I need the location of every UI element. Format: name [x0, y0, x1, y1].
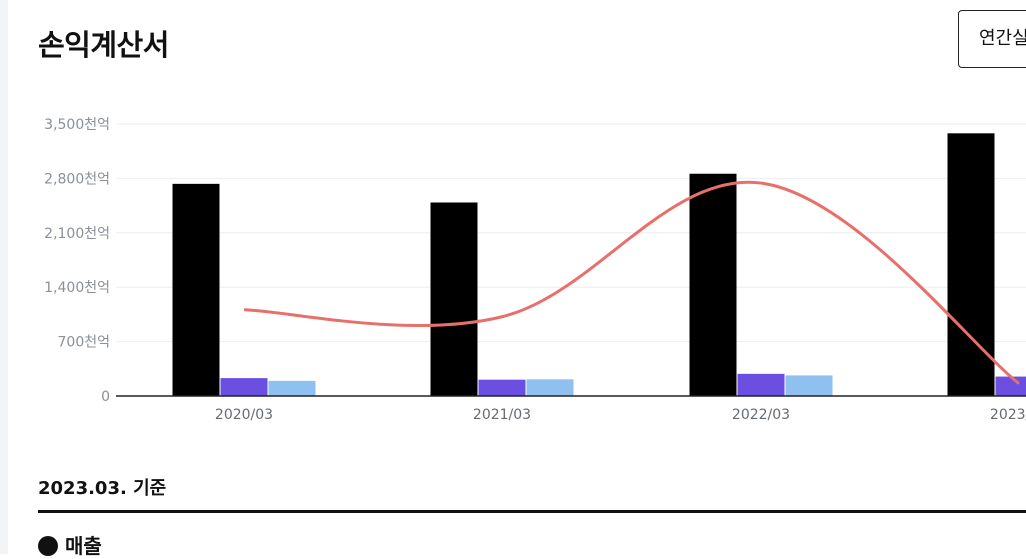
x-axis-ticks: 2020/03 2021/03 2022/03 2023/03: [215, 407, 1026, 423]
bar-revenue: [173, 184, 220, 396]
basis-date-label: 2023.03. 기준: [38, 474, 166, 500]
y-tick-label: 700천억: [58, 335, 110, 351]
section-divider: [38, 510, 1026, 513]
bar-operating-profit: [996, 377, 1026, 396]
x-tick-label: 2020/03: [215, 407, 273, 423]
bar-net-income: [786, 375, 833, 396]
period-select-button[interactable]: 연간실: [958, 10, 1026, 68]
x-tick-label: 2023/03: [990, 407, 1026, 423]
y-tick-label: 1,400천억: [44, 280, 110, 296]
chart-line: [244, 182, 1019, 383]
revenue-legend-item: 매출: [38, 530, 102, 559]
y-tick-label: 2,100천억: [44, 226, 110, 242]
y-tick-label: 3,500천억: [44, 117, 110, 133]
bar-revenue: [690, 174, 737, 396]
trend-line: [244, 182, 1019, 383]
page-title: 손익계산서: [38, 22, 169, 64]
bar-operating-profit: [221, 378, 268, 396]
bar-net-income: [269, 381, 316, 396]
bar-revenue: [948, 133, 995, 396]
revenue-dot-icon: [38, 536, 58, 556]
y-tick-label: 0: [101, 389, 110, 405]
bar-net-income: [527, 379, 574, 396]
x-tick-label: 2021/03: [473, 407, 531, 423]
y-axis-ticks: 0 700천억 1,400천억 2,100천억 2,800천억 3,500천억: [44, 117, 110, 405]
y-tick-label: 2,800천억: [44, 171, 110, 187]
bar-operating-profit: [738, 374, 785, 396]
bar-revenue: [431, 202, 478, 396]
income-statement-chart: 0 700천억 1,400천억 2,100천억 2,800천억 3,500천억 2020/…: [0, 100, 1026, 430]
bar-operating-profit: [479, 380, 526, 396]
chart-bars: [116, 133, 1026, 396]
x-tick-label: 2022/03: [732, 407, 790, 423]
revenue-legend-label: 매출: [65, 534, 102, 558]
